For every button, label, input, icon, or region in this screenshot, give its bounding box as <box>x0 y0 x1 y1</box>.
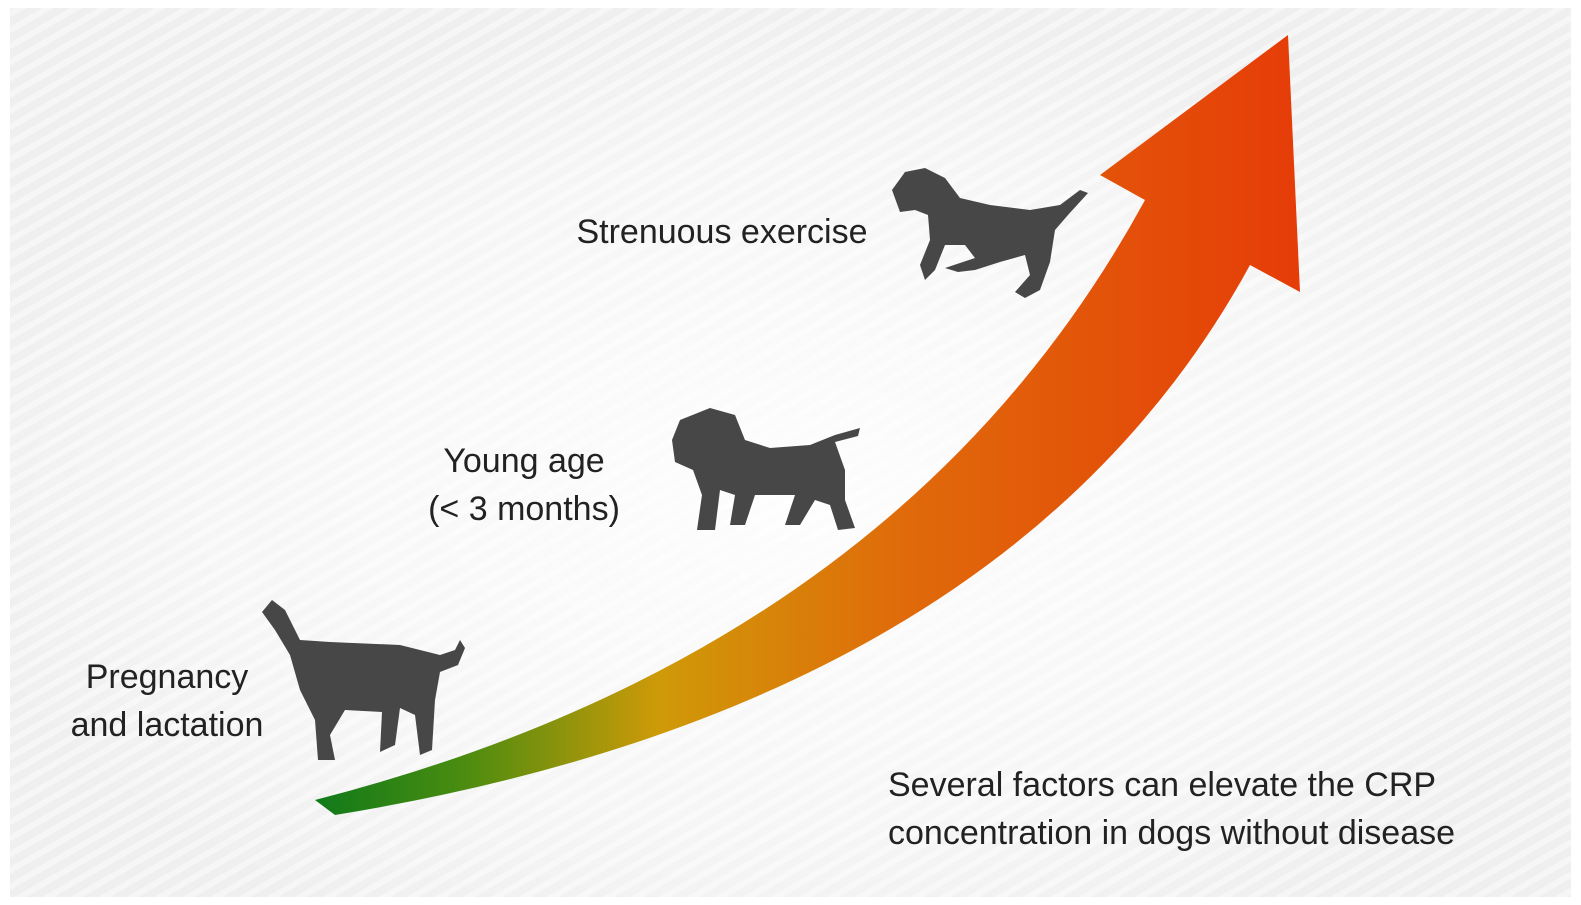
factor-label: (< 3 months) <box>428 490 620 528</box>
dog-silhouette <box>262 600 465 760</box>
factor-label: and lactation <box>71 706 264 744</box>
factor-label: Young age <box>443 442 604 480</box>
caption: concentration in dogs without disease <box>888 814 1455 852</box>
rising-arrow <box>315 35 1300 815</box>
factor-label: Strenuous exercise <box>576 213 867 251</box>
caption: Several factors can elevate the CRP <box>888 766 1436 804</box>
factor-label: Pregnancy <box>86 658 249 696</box>
dog-silhouette <box>672 408 860 530</box>
dog-silhouette <box>892 168 1088 298</box>
